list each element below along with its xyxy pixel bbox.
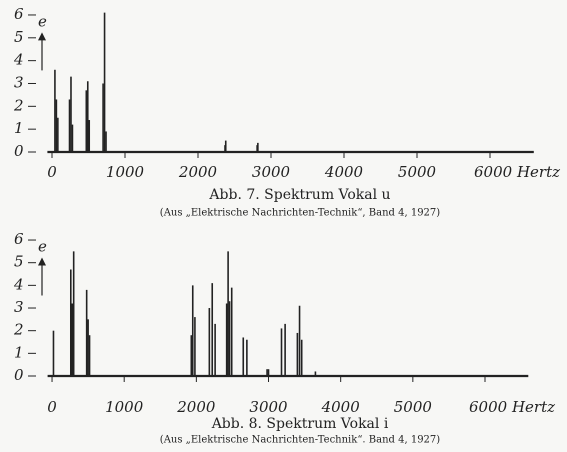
x-tick-label: 4000	[324, 163, 364, 181]
y-tick-label: 5	[14, 253, 24, 271]
x-tick-label: 3000	[249, 398, 288, 416]
caption-source: (Aus „Elektrische Nachrichten-Technik“, …	[160, 208, 440, 219]
y-tick-label: 6	[14, 230, 24, 248]
y-tick-label: 2	[13, 96, 24, 114]
y-axis-label: e	[38, 238, 47, 256]
y-arrow-head	[38, 32, 46, 41]
x-tick-label: 0	[47, 398, 57, 416]
y-tick-label: 5	[14, 28, 24, 46]
y-tick-label: 1	[14, 119, 24, 137]
x-tick-label: 1000	[105, 398, 144, 416]
x-tick-label: 6000 Hertz	[474, 163, 560, 181]
y-tick-label: 4	[13, 51, 24, 69]
x-tick-label: 6000 Hertz	[469, 398, 555, 416]
y-tick-label: 1	[14, 343, 24, 361]
y-tick-label: 2	[13, 321, 24, 339]
x-tick-label: 3000	[252, 163, 291, 181]
x-tick-label: 5000	[394, 398, 433, 416]
caption-title: Abb. 7. Spektrum Vokal u	[208, 187, 390, 203]
y-tick-label: 0	[14, 142, 24, 160]
y-tick-label: 3	[14, 73, 24, 91]
x-tick-label: 1000	[106, 163, 145, 181]
y-tick-label: 6	[14, 5, 24, 23]
x-tick-label: 0	[47, 163, 57, 181]
x-tick-label: 2000	[176, 398, 216, 416]
x-tick-label: 2000	[178, 163, 218, 181]
caption-title: Abb. 8. Spektrum Vokal i	[211, 416, 389, 432]
x-tick-label: 4000	[321, 398, 361, 416]
y-arrow-head	[38, 257, 46, 266]
y-tick-label: 0	[14, 366, 24, 384]
y-tick-label: 4	[13, 275, 24, 293]
y-tick-label: 3	[14, 298, 24, 316]
caption-source: (Aus „Elektrische Nachrichten-Technik“. …	[160, 435, 440, 446]
x-tick-label: 5000	[398, 163, 437, 181]
y-axis-label: e	[38, 12, 47, 30]
